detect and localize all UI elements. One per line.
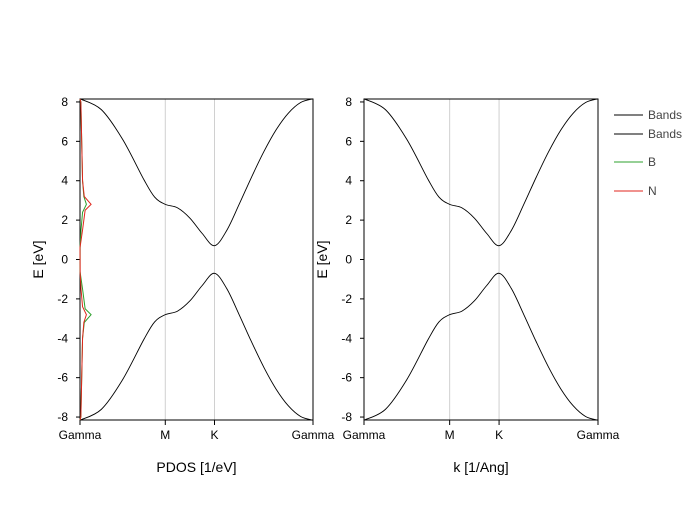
pdos-line-n [79,98,92,421]
legend-label: Bands [648,127,682,141]
legend-label: B [648,155,656,169]
legend-label: N [648,184,657,198]
y-tick-label: 2 [345,213,352,227]
x-tick-label: M [160,428,170,442]
panel-1: -8 -6 -4 -2 0 2 4 6 8 Gamma M K Gamma PDOS [1/eV] E [e… [30,95,335,475]
y-tick-label: -8 [341,410,352,424]
y-axis-label: E [eV] [314,240,330,278]
x-tick-label: Gamma [59,428,102,442]
y-tick-label: -4 [57,331,68,345]
y-tick-label: 6 [61,134,68,148]
y-tick-label: 4 [345,174,352,188]
legend-item: B [614,155,656,169]
x-tick-label: K [495,428,503,442]
y-tick-label: 2 [61,213,68,227]
legend-item: N [614,184,657,198]
legend: Bands Bands B N [614,108,682,198]
band-line [363,98,599,247]
y-tick-label: 6 [345,134,352,148]
x-tick-label: Gamma [577,428,620,442]
y-tick-label: -2 [57,292,68,306]
axes-frame [363,98,599,421]
panel-2: -8 -6 -4 -2 0 2 4 6 8 Gamma M K Gamma k [1/Ang] E [eV] [314,95,620,475]
y-tick-label: -8 [57,410,68,424]
x-tick-label: M [445,428,455,442]
y-tick-label: -4 [341,331,352,345]
y-tick-label: -6 [341,371,352,385]
y-tick-label: 0 [61,253,68,267]
axes-frame [79,98,314,421]
y-axis-label: E [eV] [30,240,46,278]
legend-item: Bands [614,127,682,141]
band-line [79,98,314,247]
y-tick-label: 4 [61,174,68,188]
x-tick-label: Gamma [292,428,335,442]
x-tick-label: K [210,428,218,442]
legend-item: Bands [614,108,682,122]
y-tick-label: 8 [61,95,68,109]
x-tick-label: Gamma [343,428,386,442]
x-axis-label: PDOS [1/eV] [156,459,236,475]
band-line [363,272,599,421]
x-axis-label: k [1/Ang] [453,459,508,475]
y-tick-label: 8 [345,95,352,109]
y-tick-label: 0 [345,253,352,267]
y-tick-label: -2 [341,292,352,306]
band-line [79,272,314,421]
legend-label: Bands [648,108,682,122]
y-tick-label: -6 [57,371,68,385]
